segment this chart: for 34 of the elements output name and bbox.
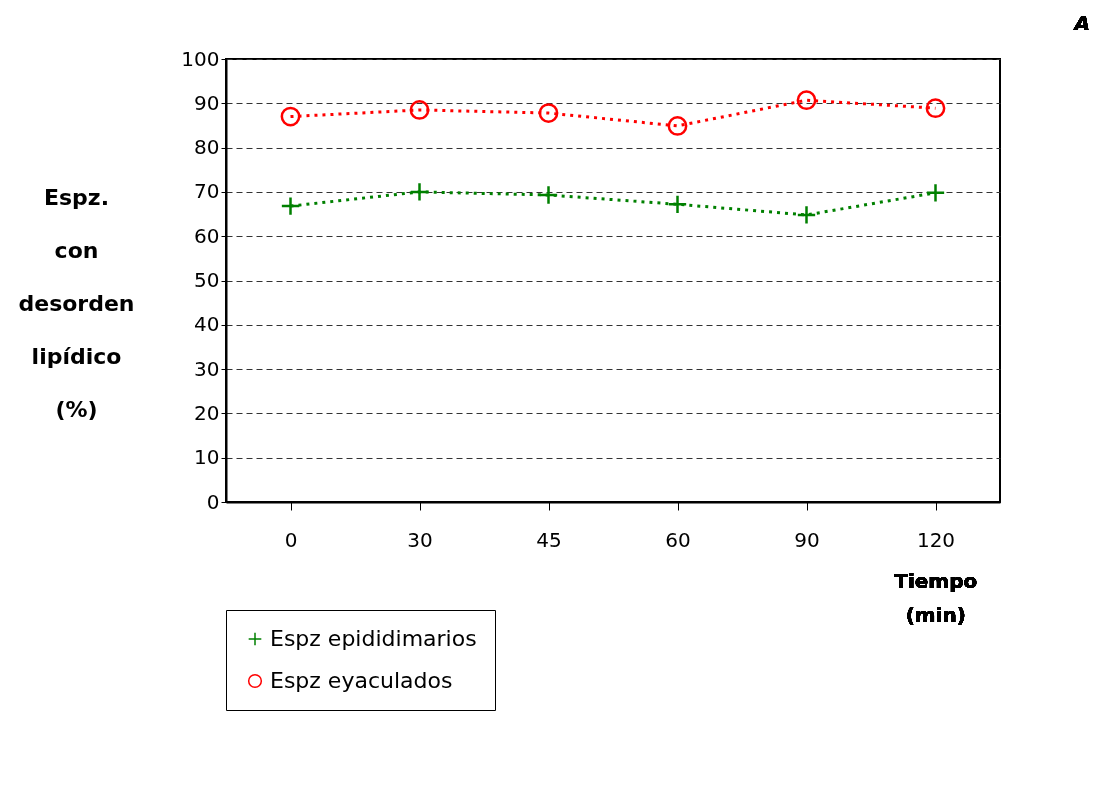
point	[280, 106, 301, 127]
y-tick-label: 90	[194, 90, 220, 115]
point	[538, 103, 559, 123]
point	[667, 194, 688, 215]
legend-label: Espz epididimarios	[270, 626, 477, 651]
y-tick-label: 100	[181, 46, 220, 71]
text: A	[1072, 11, 1090, 35]
x-tick-label: 120	[916, 527, 956, 552]
y-tick-label: 20	[194, 400, 220, 425]
y-tick-label: 60	[194, 223, 220, 248]
y-tick-label: 30	[194, 356, 220, 381]
y-tick-label: 0	[206, 489, 220, 514]
point	[925, 182, 946, 203]
x-tick-label: 60	[665, 527, 691, 552]
point	[796, 205, 817, 225]
point	[409, 100, 430, 120]
point	[538, 185, 559, 205]
point	[925, 98, 946, 119]
y-tick-label: 70	[194, 179, 220, 204]
text: Espz. con desorden lipídico (%)	[18, 184, 135, 422]
y-tick-label: 80	[194, 135, 220, 160]
y-tick-label: 40	[194, 312, 220, 337]
point	[409, 181, 430, 202]
x-tick-label: 90	[794, 527, 820, 552]
x-tick-label: 45	[536, 527, 562, 552]
point	[667, 116, 688, 136]
point	[796, 90, 817, 111]
x-tick-label: 30	[407, 527, 433, 552]
legend-label: Espz eyaculados	[270, 668, 453, 693]
y-tick-label: 10	[194, 445, 220, 470]
y-tick-label: 50	[194, 268, 220, 292]
point	[280, 196, 301, 216]
x-tick-label: 0	[284, 527, 298, 552]
x-axis-title: Tiempo (min)	[894, 569, 978, 627]
